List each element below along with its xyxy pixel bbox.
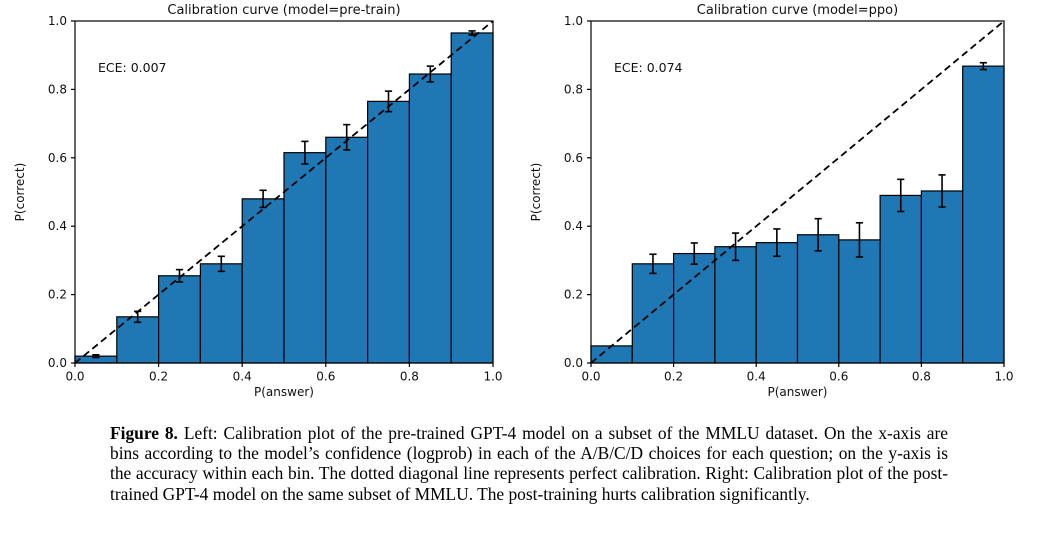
histogram-bar: [796, 234, 840, 364]
x-tick-label: 1.0: [483, 370, 502, 384]
y-tick-label: 0.2: [564, 288, 583, 302]
histogram-bar: [408, 73, 452, 364]
y-axis-label: P(correct): [529, 163, 543, 222]
histogram-bar: [283, 152, 327, 364]
x-axis-ticks: 0.0 0.2 0.4 0.6 0.8 1.0: [65, 363, 503, 384]
perfect-calibration-line: [74, 20, 494, 364]
charts-row: 0.0 0.2 0.4 0.6 0.8 1.0 0.0 0.2 0.4 0.6 0.8 1.0 P(an…: [13, 3, 1014, 399]
histogram-bar: [714, 246, 757, 364]
histogram-bar: [879, 194, 923, 364]
histogram-bar: [325, 136, 369, 364]
x-tick-label: 0.6: [316, 370, 335, 384]
figure-caption: Figure 8. Left: Calibration plot of the …: [110, 423, 948, 504]
error-bars: [649, 61, 987, 275]
x-tick-label: 0.6: [829, 370, 848, 384]
x-tick-label: 0.8: [400, 370, 419, 384]
histogram-bar: [241, 198, 285, 364]
ece-annotation: ECE: 0.007: [98, 60, 167, 75]
x-tick-label: 0.4: [747, 370, 766, 384]
x-axis-ticks: 0.0 0.2 0.4 0.6 0.8 1.0: [581, 363, 1014, 384]
histogram-bar: [450, 32, 494, 364]
calibration-chart-ppo: 0.0 0.2 0.4 0.6 0.8 1.0 0.0 0.2 0.4 0.6 0.8 1.0 P(an…: [529, 3, 1014, 399]
figure-caption-label: Figure 8.: [110, 423, 178, 443]
x-tick-label: 0.8: [912, 370, 931, 384]
chart-title: Calibration curve (model=pre-train): [167, 3, 400, 18]
plot-frame: [74, 20, 494, 364]
y-axis-label: P(correct): [13, 163, 27, 222]
histogram-bars: [590, 65, 1005, 364]
histogram-bar: [755, 242, 799, 364]
x-axis-label: P(answer): [254, 385, 314, 399]
histogram-bar: [199, 263, 243, 364]
histogram-bar: [367, 100, 411, 364]
figure-caption-text: Left: Calibration plot of the pre-traine…: [110, 423, 948, 504]
y-tick-label: 1.0: [564, 14, 583, 28]
y-tick-label: 0.0: [564, 356, 583, 370]
y-tick-label: 0.8: [48, 82, 67, 96]
histogram-bar: [838, 239, 881, 364]
calibration-chart-pretrain: 0.0 0.2 0.4 0.6 0.8 1.0 0.0 0.2 0.4 0.6 0.8 1.0 P(an…: [13, 3, 503, 399]
y-tick-label: 0.2: [48, 288, 67, 302]
x-tick-label: 0.0: [581, 370, 600, 384]
x-tick-label: 0.0: [65, 370, 84, 384]
y-tick-label: 0.8: [564, 82, 583, 96]
x-tick-label: 0.2: [664, 370, 683, 384]
histogram-bar: [920, 190, 964, 364]
histogram-bar: [631, 263, 675, 364]
x-tick-label: 0.2: [149, 370, 168, 384]
x-axis-label: P(answer): [768, 385, 828, 399]
y-axis-ticks: 0.0 0.2 0.4 0.6 0.8 1.0: [564, 14, 591, 370]
ece-annotation: ECE: 0.074: [614, 60, 683, 75]
y-tick-label: 0.6: [48, 151, 67, 165]
y-tick-label: 1.0: [48, 14, 67, 28]
histogram-bar: [590, 345, 633, 364]
chart-title: Calibration curve (model=ppo): [697, 3, 898, 18]
y-axis-ticks: 0.0 0.2 0.4 0.6 0.8 1.0: [48, 14, 75, 370]
y-tick-label: 0.4: [48, 219, 67, 233]
plot-frame: [590, 20, 1005, 364]
y-tick-label: 0.4: [564, 219, 583, 233]
x-tick-label: 1.0: [994, 370, 1013, 384]
histogram-bar: [673, 252, 716, 364]
error-bars: [92, 30, 476, 359]
y-tick-label: 0.0: [48, 356, 67, 370]
histogram-bar: [962, 65, 1005, 364]
y-tick-label: 0.6: [564, 151, 583, 165]
x-tick-label: 0.4: [233, 370, 252, 384]
